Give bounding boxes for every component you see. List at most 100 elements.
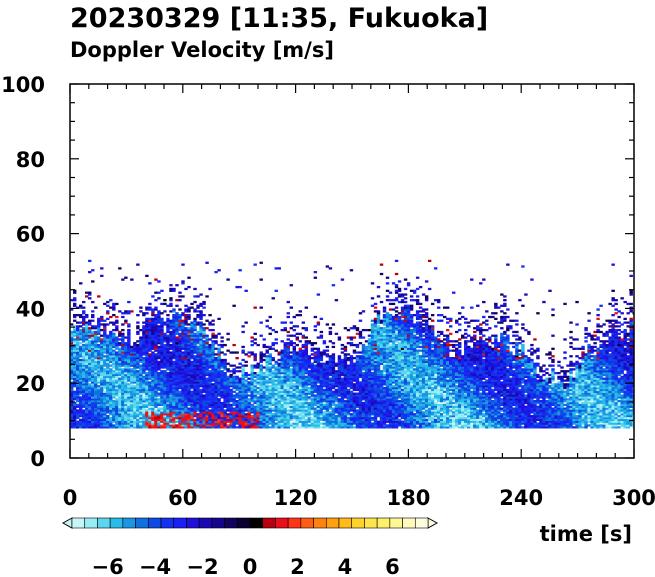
velocity-cell bbox=[217, 413, 221, 416]
velocity-cell bbox=[220, 414, 224, 418]
velocity-cell bbox=[139, 411, 143, 414]
velocity-cell bbox=[217, 424, 221, 427]
velocity-cell bbox=[169, 287, 173, 291]
velocity-cell bbox=[304, 413, 309, 416]
velocity-cell bbox=[76, 360, 80, 364]
velocity-cell bbox=[262, 375, 266, 378]
velocity-cell bbox=[109, 385, 113, 388]
velocity-cell bbox=[352, 388, 357, 392]
velocity-cell bbox=[115, 360, 119, 364]
velocity-cell bbox=[370, 304, 375, 307]
velocity-cell bbox=[301, 349, 306, 352]
velocity-cell bbox=[124, 345, 128, 349]
velocity-cell bbox=[193, 338, 197, 341]
velocity-cell bbox=[304, 351, 309, 354]
velocity-cell bbox=[265, 422, 269, 425]
velocity-cell bbox=[136, 349, 140, 352]
velocity-cell bbox=[118, 373, 122, 377]
velocity-cell bbox=[187, 345, 191, 349]
velocity-cell bbox=[193, 388, 197, 392]
velocity-cell bbox=[238, 366, 242, 369]
velocity-cell bbox=[340, 401, 345, 405]
velocity-cell bbox=[286, 400, 290, 403]
velocity-cell bbox=[163, 351, 167, 354]
velocity-cell bbox=[268, 375, 272, 378]
velocity-cell bbox=[346, 383, 351, 386]
velocity-cell bbox=[133, 396, 137, 399]
velocity-cell bbox=[196, 383, 200, 386]
velocity-cell bbox=[199, 336, 203, 339]
velocity-cell bbox=[181, 366, 185, 369]
velocity-cell bbox=[322, 385, 327, 388]
velocity-cell bbox=[325, 392, 330, 395]
velocity-cell bbox=[154, 306, 158, 309]
velocity-cell bbox=[91, 342, 95, 345]
velocity-cell bbox=[247, 403, 251, 407]
velocity-cell bbox=[223, 413, 227, 416]
velocity-cell bbox=[190, 342, 194, 345]
velocity-cell bbox=[208, 357, 212, 360]
velocity-cell bbox=[325, 405, 330, 408]
velocity-cell bbox=[367, 360, 372, 364]
velocity-cell bbox=[358, 358, 363, 362]
velocity-cell bbox=[82, 418, 86, 421]
velocity-cell bbox=[259, 370, 263, 373]
velocity-cell bbox=[205, 420, 209, 423]
velocity-cell bbox=[343, 386, 348, 390]
velocity-cell bbox=[133, 364, 137, 367]
velocity-cell bbox=[283, 343, 287, 347]
velocity-cell bbox=[205, 392, 209, 395]
velocity-cell bbox=[292, 407, 296, 410]
velocity-cell bbox=[73, 375, 77, 378]
velocity-cell bbox=[193, 328, 197, 332]
velocity-cell bbox=[127, 396, 131, 399]
velocity-cell bbox=[121, 345, 125, 349]
velocity-cell bbox=[304, 398, 309, 401]
velocity-cell bbox=[91, 336, 95, 339]
velocity-cell bbox=[94, 364, 98, 367]
velocity-cell bbox=[181, 381, 185, 384]
velocity-cell bbox=[259, 414, 263, 418]
velocity-cell bbox=[361, 345, 366, 349]
velocity-cell bbox=[148, 413, 152, 416]
velocity-cell bbox=[268, 386, 272, 390]
velocity-cell bbox=[322, 351, 327, 354]
velocity-cell bbox=[76, 414, 80, 418]
velocity-cell bbox=[73, 332, 77, 335]
velocity-cell bbox=[328, 414, 333, 418]
velocity-cell bbox=[208, 355, 212, 358]
velocity-cell bbox=[229, 385, 233, 388]
velocity-cell bbox=[145, 351, 149, 354]
velocity-cell bbox=[205, 422, 209, 425]
velocity-cell bbox=[211, 373, 215, 377]
velocity-cell bbox=[112, 321, 116, 324]
velocity-cell bbox=[184, 385, 188, 388]
velocity-cell bbox=[304, 379, 309, 382]
velocity-cell bbox=[181, 330, 185, 334]
velocity-cell bbox=[163, 364, 167, 367]
velocity-cell bbox=[217, 409, 221, 412]
velocity-cell bbox=[241, 420, 245, 423]
velocity-cell bbox=[154, 377, 158, 380]
velocity-cell bbox=[241, 422, 245, 425]
velocity-cell bbox=[97, 424, 101, 427]
velocity-cell bbox=[373, 347, 378, 350]
velocity-cell bbox=[340, 371, 345, 375]
velocity-cell bbox=[175, 315, 179, 319]
velocity-cell bbox=[355, 358, 360, 362]
velocity-cell bbox=[115, 373, 119, 377]
velocity-cell bbox=[106, 381, 110, 384]
velocity-cell bbox=[193, 371, 197, 375]
velocity-cell bbox=[292, 379, 296, 382]
velocity-cell bbox=[358, 407, 363, 410]
velocity-cell bbox=[265, 351, 269, 354]
velocity-cell bbox=[283, 379, 287, 382]
velocity-cell bbox=[286, 364, 290, 367]
velocity-cell bbox=[91, 401, 95, 405]
velocity-cell bbox=[100, 407, 104, 410]
velocity-cell bbox=[142, 385, 146, 388]
velocity-cell bbox=[310, 398, 315, 401]
velocity-cell bbox=[373, 310, 378, 313]
velocity-cell bbox=[271, 407, 275, 410]
velocity-cell bbox=[241, 381, 245, 384]
